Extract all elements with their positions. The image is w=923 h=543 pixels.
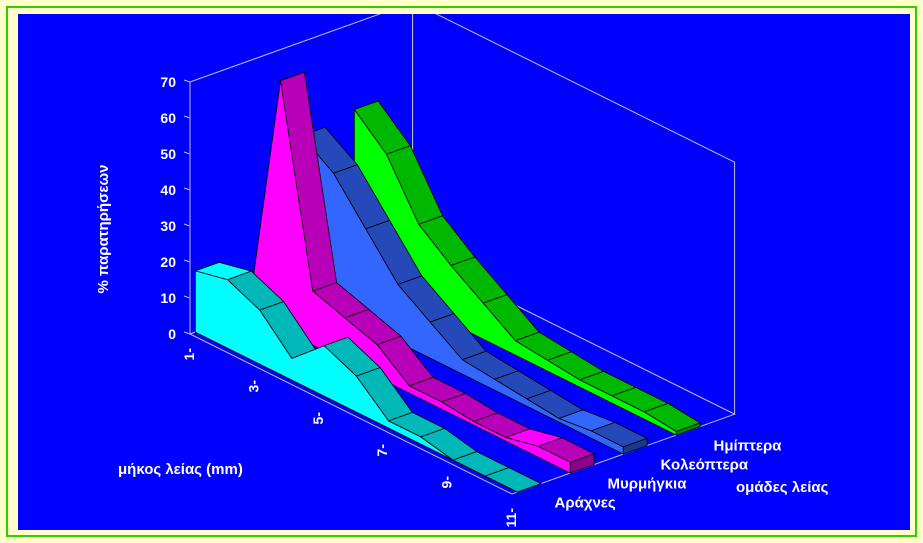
series-3 [300,126,649,455]
y-tick-label: 60 [160,110,176,126]
y-tick-mark [183,187,191,191]
series-label: Ημίπτερα [714,437,783,454]
x-tick-label: 1- [181,348,197,361]
x-tick-label: 11- [503,508,519,528]
series-label: Αράχνες [555,494,616,511]
x-tick-label: 7- [374,444,390,457]
z-axis-title: ομάδες λείας [736,479,829,496]
y-tick-mark [183,79,191,83]
x-tick-label: 3- [245,380,261,393]
x-tick-labels: 1- 3- 5- 7- 9- 11- [181,348,519,528]
series-layer [193,71,702,493]
series-2 [247,71,596,474]
y-tick-label: 50 [160,146,176,162]
y-tick-label: 40 [160,182,176,198]
ribbon-end-cap [569,453,595,474]
y-tick-mark [183,259,191,263]
y-tick-label: 70 [160,74,176,90]
y-axis-title: % παρατηρήσεων [95,165,112,294]
x-axis-title: μήκος λείας (mm) [118,461,243,478]
y-tick-label: 30 [160,218,176,234]
y-tick-label: 10 [160,290,176,306]
x-tick-label: 9- [439,476,455,489]
y-tick-mark [183,115,191,119]
y-tick-labels: 0 10 20 30 40 50 60 70 [160,74,191,342]
x-tick-label: 5- [310,412,326,425]
series-1 [193,261,543,493]
y-tick-label: 20 [160,254,176,270]
chart-area: 0 10 20 30 40 50 60 70 1- 3- 5- 7- 9- 11- Αράχνες Μυρ… [18,14,910,530]
y-tick-mark [183,331,191,335]
y-tick-mark [183,295,191,299]
chart-svg: 0 10 20 30 40 50 60 70 1- 3- 5- 7- 9- 11- Αράχνες Μυρ… [95,14,829,528]
ribbon-end-cap [675,422,701,436]
series-label: Κολεόπτερα [661,456,749,473]
y-tick-mark [183,151,191,155]
ribbon-end-cap [622,437,648,455]
series-label: Μυρμήγκια [608,475,688,492]
y-tick-mark [183,223,191,227]
y-tick-label: 0 [168,326,176,342]
ribbon-end-cap [517,483,542,493]
series-labels: Αράχνες Μυρμήγκια Κολεόπτερα Ημίπτερα [555,437,783,511]
